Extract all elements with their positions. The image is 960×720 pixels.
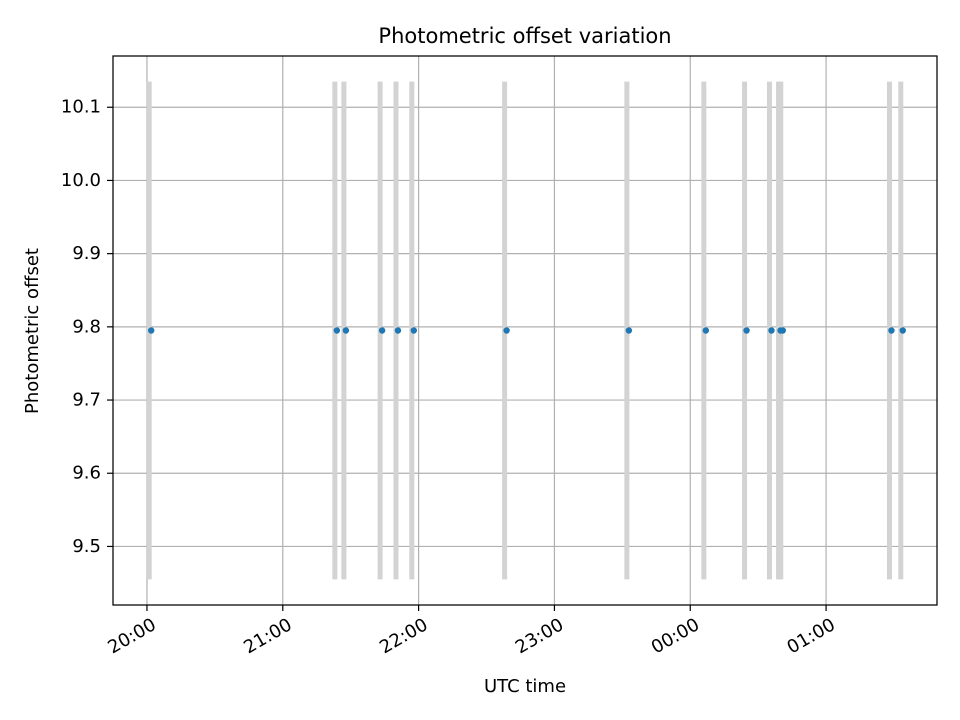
chart-title: Photometric offset variation	[378, 24, 671, 48]
data-point	[148, 327, 155, 334]
data-point	[743, 327, 750, 334]
y-tick-label: 9.5	[72, 536, 101, 557]
data-point	[702, 327, 710, 334]
data-point	[410, 327, 418, 334]
x-axis-label: UTC time	[484, 676, 566, 697]
y-tick-label: 9.7	[72, 390, 101, 411]
x-tick-label: 23:00	[512, 614, 567, 658]
x-tick-label: 21:00	[240, 614, 295, 658]
data-point	[333, 327, 341, 334]
x-tick-label: 22:00	[376, 614, 431, 658]
y-tick-label: 10.0	[61, 170, 101, 191]
plot-frame	[112, 55, 938, 606]
y-tick-label: 9.8	[72, 316, 101, 337]
data-point	[503, 327, 510, 334]
x-tick-label: 01:00	[784, 614, 839, 658]
y-tick-label: 9.9	[72, 243, 101, 264]
data-point	[342, 327, 350, 334]
error-bars	[146, 81, 904, 580]
grid	[113, 56, 937, 605]
data-point	[888, 327, 895, 334]
x-tick-label: 00:00	[648, 614, 703, 658]
y-ticks: 9.5 9.6 9.7 9.8 9.9 10.0 10.1	[61, 97, 113, 557]
data-points	[148, 327, 906, 334]
y-axis-label: Photometric offset	[22, 248, 43, 414]
y-tick-label: 10.1	[61, 97, 101, 118]
data-point	[625, 327, 633, 334]
data-point	[394, 327, 402, 334]
data-point	[378, 327, 386, 334]
x-ticks: 20:00 21:00 22:00 23:00 00:00 01:00	[104, 605, 839, 658]
data-point	[768, 327, 775, 334]
data-point	[779, 327, 787, 334]
x-tick-label: 20:00	[104, 614, 159, 658]
data-point	[899, 327, 906, 334]
y-tick-label: 9.6	[72, 463, 101, 484]
